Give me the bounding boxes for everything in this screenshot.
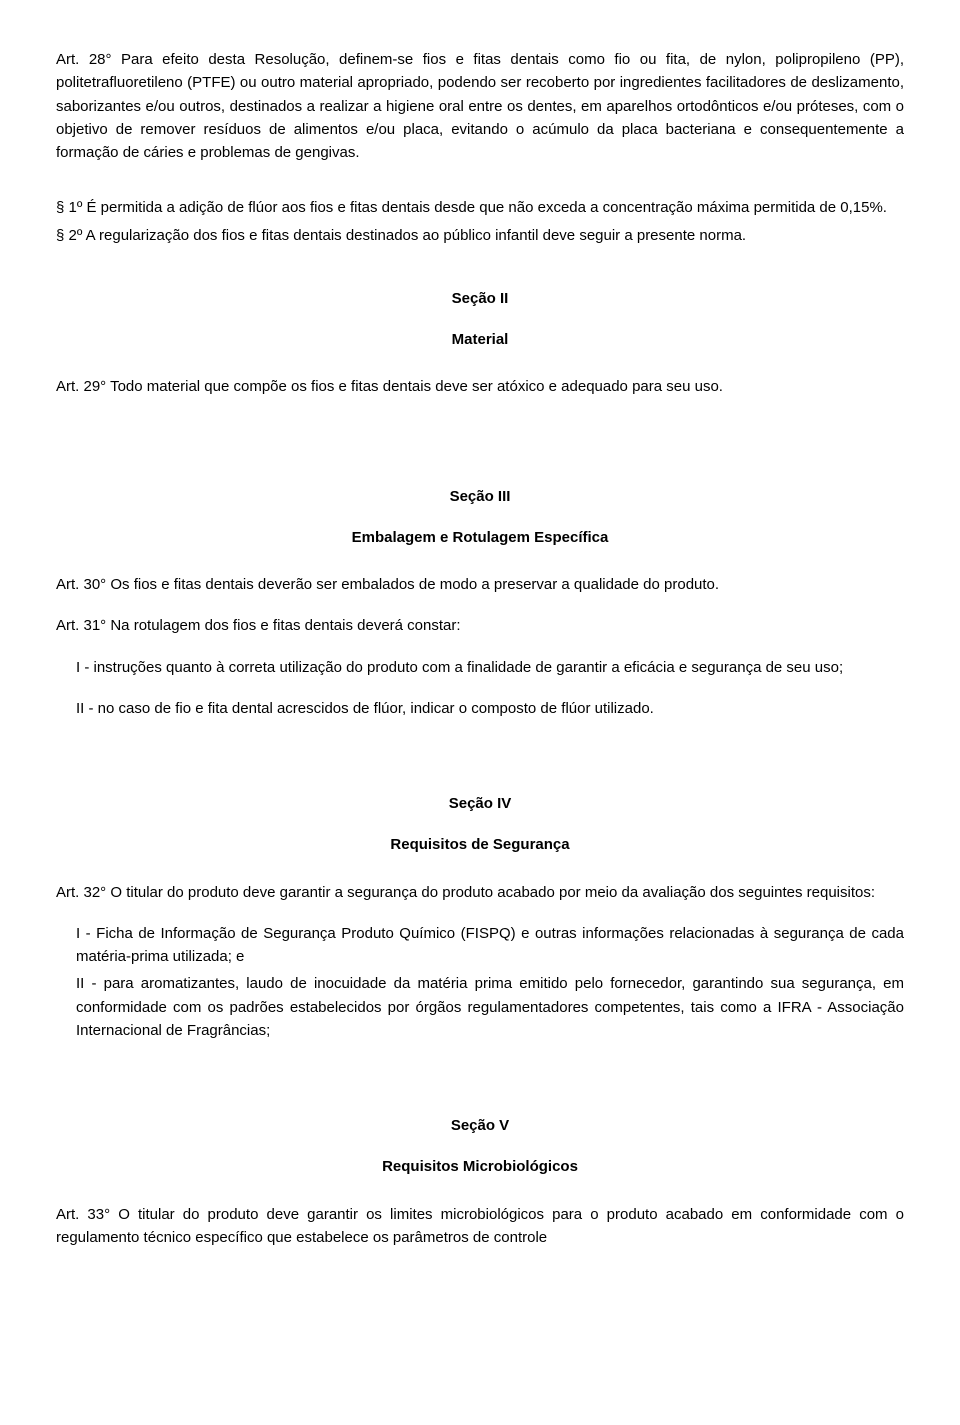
section-3-title: Embalagem e Rotulagem Específica xyxy=(56,526,904,549)
article-32-item-1: I - Ficha de Informação de Segurança Pro… xyxy=(76,922,904,969)
section-3-label: Seção III xyxy=(56,485,904,508)
section-5-label: Seção V xyxy=(56,1114,904,1137)
article-32-item-2: II - para aromatizantes, laudo de inocui… xyxy=(76,972,904,1042)
section-2-title: Material xyxy=(56,328,904,351)
section-2-label: Seção II xyxy=(56,287,904,310)
section-5-title: Requisitos Microbiológicos xyxy=(56,1155,904,1178)
article-31-item-1: I - instruções quanto à correta utilizaç… xyxy=(76,656,904,679)
section-4-label: Seção IV xyxy=(56,792,904,815)
article-31-item-2: II - no caso de fio e fita dental acresc… xyxy=(76,697,904,720)
article-28-paragraph-1: § 1º É permitida a adição de flúor aos f… xyxy=(56,196,904,219)
article-33-text: Art. 33° O titular do produto deve garan… xyxy=(56,1203,904,1250)
article-28-paragraph-2: § 2º A regularização dos fios e fitas de… xyxy=(56,224,904,247)
article-31-intro: Art. 31° Na rotulagem dos fios e fitas d… xyxy=(56,614,904,637)
section-4-title: Requisitos de Segurança xyxy=(56,833,904,856)
article-32-intro: Art. 32° O titular do produto deve garan… xyxy=(56,881,904,904)
article-28-text: Art. 28° Para efeito desta Resolução, de… xyxy=(56,48,904,164)
article-30-text: Art. 30° Os fios e fitas dentais deverão… xyxy=(56,573,904,596)
article-29-text: Art. 29° Todo material que compõe os fio… xyxy=(56,375,904,398)
